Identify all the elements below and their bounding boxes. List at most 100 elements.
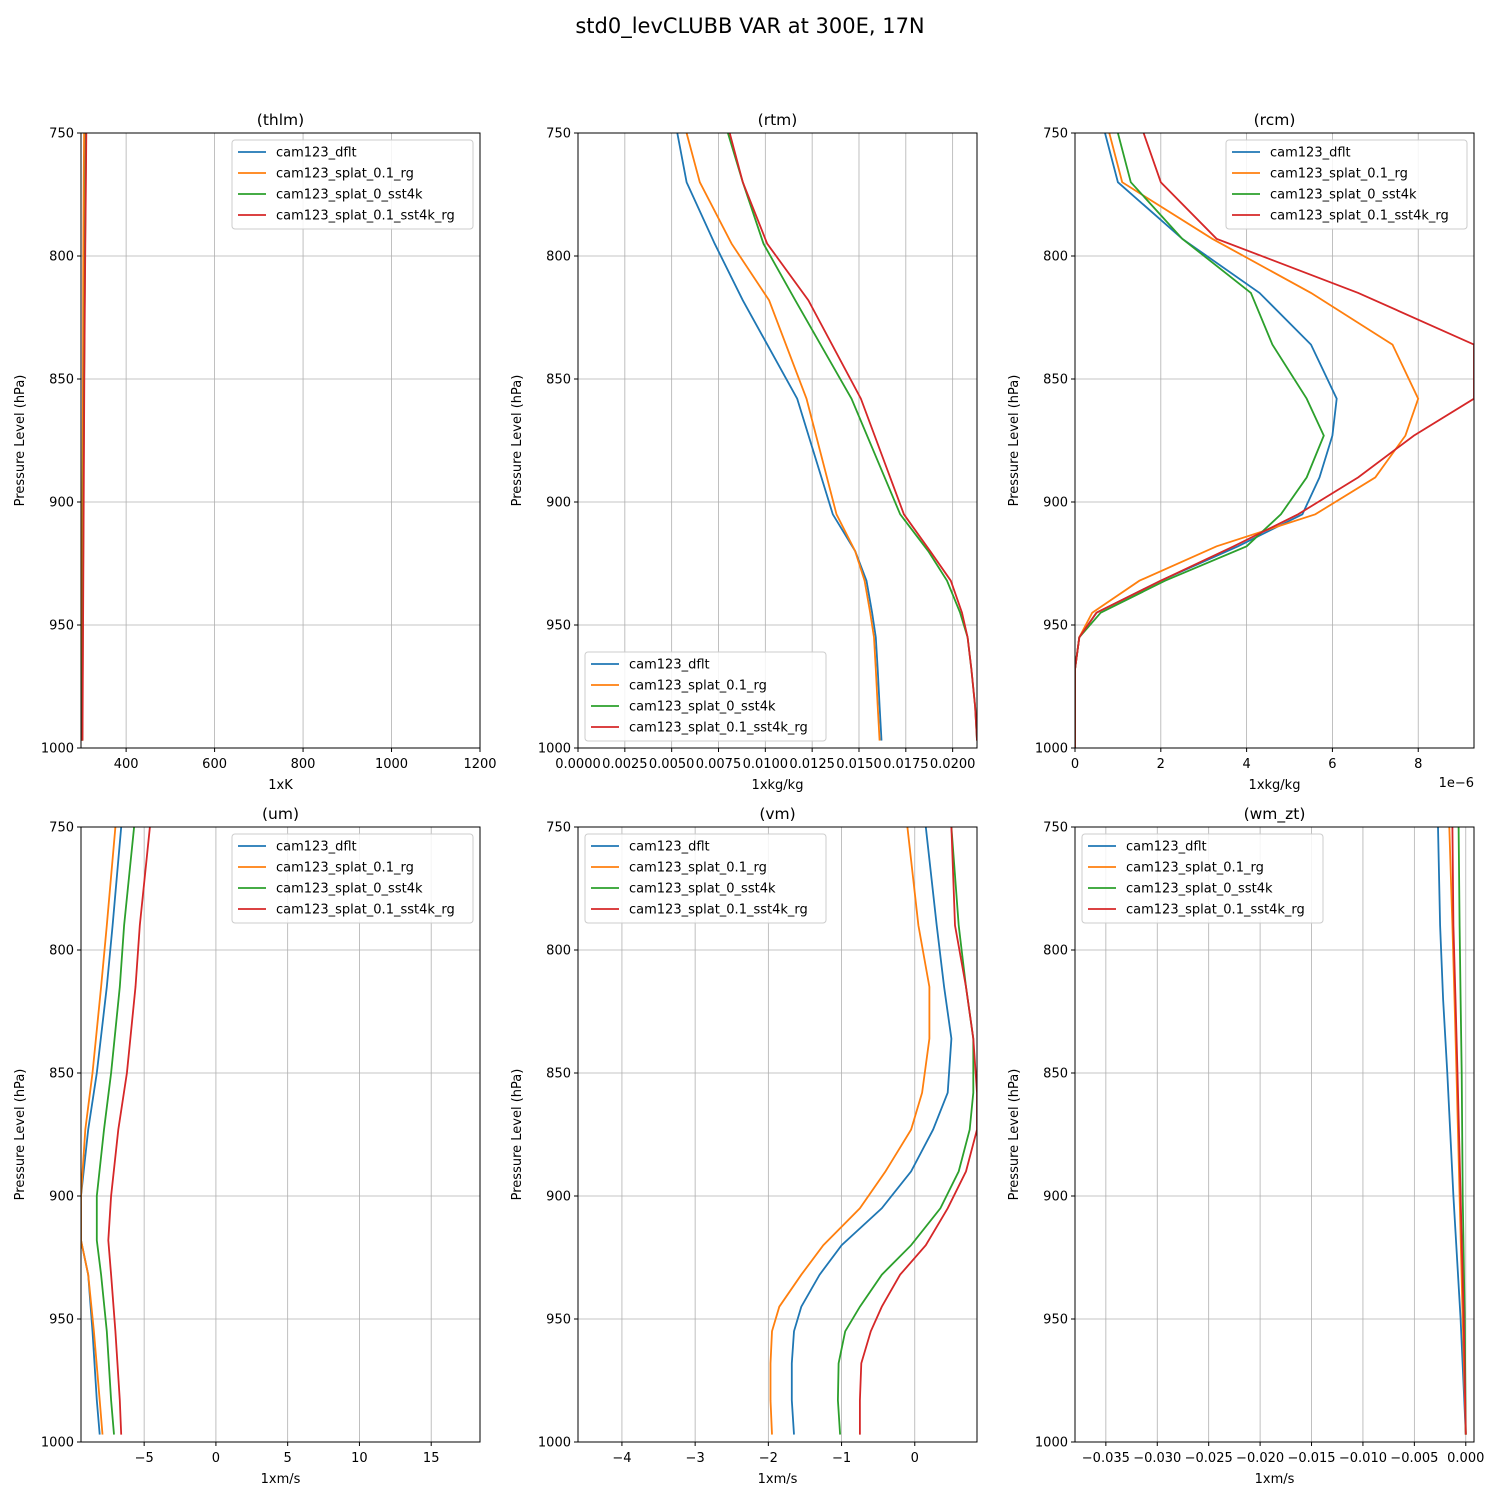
legend-entry: cam123_splat_0.1_rg [1126,861,1264,876]
x-tick-label: 0.0125 [789,757,835,772]
x-tick-label: 400 [114,757,139,772]
y-tick-label: 750 [546,821,571,836]
legend: cam123_dflt cam123_splat_0.1_rg cam123_spl… [231,833,474,924]
x-tick-label: 0.000 [1447,1451,1484,1466]
x-tick-label: 800 [291,757,316,772]
legend: cam123_dflt cam123_splat_0.1_rg cam123_spl… [584,833,827,924]
y-axis-label: Pressure Level (hPa) [13,1069,28,1201]
series-line-cam123_splat_0.1_rg [769,827,931,1435]
x-tick-label: 600 [202,757,227,772]
x-tick-label: 0.0200 [930,757,976,772]
y-tick-label: 1000 [41,742,74,757]
y-tick-label: 800 [1043,250,1068,265]
axes-frame [1074,826,1475,1443]
y-tick-label: 900 [49,496,74,511]
legend-entry: cam123_splat_0.1_rg [276,167,414,182]
axes-frame [1074,132,1475,749]
x-tick-label: −0.025 [1185,1451,1233,1466]
x-tick-label: 1200 [463,757,496,772]
series-line-cam123_splat_0_sst4k [836,827,975,1435]
legend-entry: cam123_splat_0.1_sst4k_rg [276,209,455,224]
series-line-cam123_splat_0.1_rg [1075,133,1420,748]
y-tick-label: 800 [546,944,571,959]
y-tick-label: 900 [546,1190,571,1205]
x-tick-label: −5 [135,1451,154,1466]
y-tick-label: 800 [49,250,74,265]
y-tick-label: 950 [1043,1313,1068,1328]
x-tick-label: −0.015 [1287,1451,1335,1466]
legend-entry: cam123_splat_0.1_sst4k_rg [276,903,455,918]
legend-box [584,833,827,924]
legend-box [231,833,474,924]
y-tick-label: 850 [49,1067,74,1082]
series-line-cam123_splat_0.1_sst4k_rg [1075,133,1474,748]
series-line-cam123_splat_0.1_sst4k_rg [859,827,977,1435]
x-tick-label: 0 [1071,757,1079,772]
subplot-title: (wm_zt) [1244,805,1306,824]
legend-box [1225,139,1468,230]
y-tick-label: 850 [546,373,571,388]
y-tick-label: 950 [49,1313,74,1328]
x-tick-label: 0.0000 [555,757,601,772]
series-line-cam123_splat_0.1_sst4k_rg [81,133,88,741]
x-tick-label: −4 [612,1451,631,1466]
subplot-1: 400 600 800 1000 1200 750 800 850 900 950 1000 1xK P… [13,111,497,793]
series-line-cam123_splat_0.1_sst4k_rg [1451,827,1467,1435]
legend-entry: cam123_dflt [629,840,710,855]
series-line-cam123_splat_0.1_rg [1448,827,1467,1435]
x-offset-label: 1e−6 [1439,776,1474,791]
y-tick-label: 1000 [1035,742,1068,757]
series-line-cam123_dflt [81,827,123,1435]
y-tick-label: 850 [1043,373,1068,388]
x-tick-label: 0.0050 [649,757,695,772]
y-tick-label: 1000 [538,1436,571,1451]
y-axis-label: Pressure Level (hPa) [510,375,525,507]
y-tick-label: 900 [546,496,571,511]
y-tick-label: 850 [546,1067,571,1082]
x-tick-label: 0 [212,1451,220,1466]
legend-entry: cam123_splat_0.1_rg [629,679,767,694]
y-tick-label: 850 [49,373,74,388]
legend: cam123_dflt cam123_splat_0.1_rg cam123_spl… [584,651,827,742]
series-line-cam123_splat_0_sst4k [1075,133,1325,748]
x-tick-label: 0.0100 [743,757,789,772]
x-axis-label: 1xK [268,778,293,793]
y-tick-label: 900 [49,1190,74,1205]
x-tick-label: 0.0175 [883,757,929,772]
x-tick-label: 5 [284,1451,292,1466]
x-tick-label: 4 [1242,757,1250,772]
subplot-title: (um) [262,805,299,823]
x-axis-label: 1xm/s [1255,1472,1295,1487]
y-axis-label: Pressure Level (hPa) [1007,375,1022,507]
legend-entry: cam123_splat_0_sst4k [629,700,776,715]
x-tick-label: 8 [1414,757,1422,772]
figure-title: std0_levCLUBB VAR at 300E, 17N [575,14,925,38]
subplot-5: −4 −3 −2 −1 0 750 800 850 900 950 1000 1xm/s Pressur… [510,805,978,1487]
legend-entry: cam123_dflt [276,840,357,855]
x-tick-label: −0.020 [1236,1451,1284,1466]
y-tick-label: 1000 [41,1436,74,1451]
x-tick-label: 2 [1157,757,1165,772]
y-axis-label: Pressure Level (hPa) [13,375,28,507]
x-tick-label: −3 [686,1451,705,1466]
legend-entry: cam123_dflt [276,146,357,161]
x-tick-label: −1 [832,1451,851,1466]
legend-entry: cam123_splat_0.1_sst4k_rg [1126,903,1305,918]
legend-entry: cam123_splat_0.1_sst4k_rg [1270,209,1449,224]
subplot-title: (rcm) [1254,111,1296,129]
y-axis-label: Pressure Level (hPa) [1007,1069,1022,1201]
subplot-2: 0.0000 0.0025 0.0050 0.0075 0.0100 0.0125 0.01… [510,111,978,793]
subplot-3: 0 2 4 6 8 750 800 850 900 950 1000 1xkg/kg Pressure … [1007,111,1475,793]
series-line-cam123_splat_0.1_sst4k_rg [107,827,151,1435]
y-tick-label: 950 [546,619,571,634]
x-tick-label: 0 [911,1451,919,1466]
series-line-cam123_splat_0.1_sst4k_rg [728,133,977,741]
legend-entry: cam123_dflt [1126,840,1207,855]
subplot-title: (rtm) [758,111,798,129]
y-tick-label: 800 [1043,944,1068,959]
legend-entry: cam123_splat_0_sst4k [629,882,776,897]
legend-box [231,139,474,230]
legend: cam123_dflt cam123_splat_0.1_rg cam123_spl… [1081,833,1324,924]
y-tick-label: 750 [49,821,74,836]
